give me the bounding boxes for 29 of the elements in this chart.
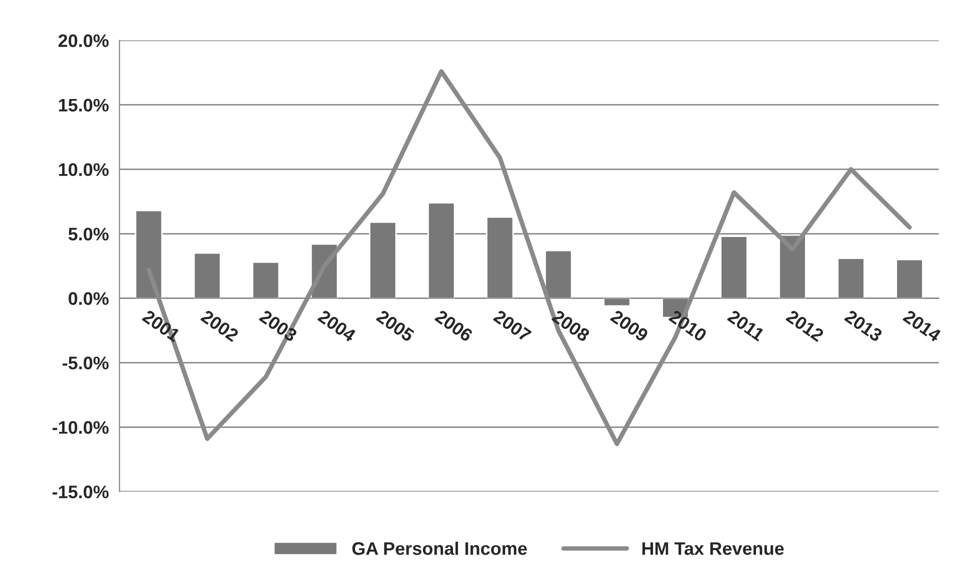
bar bbox=[720, 236, 748, 299]
bar bbox=[368, 221, 397, 299]
legend-label: HM Tax Revenue bbox=[642, 542, 784, 555]
bar bbox=[134, 210, 163, 299]
y-tick-label: 0.0% bbox=[68, 292, 109, 305]
x-tick-label: 2010 bbox=[668, 309, 708, 342]
x-tick-label: 2005 bbox=[376, 309, 416, 342]
x-tick-label: 2009 bbox=[610, 309, 650, 342]
bar bbox=[252, 261, 280, 299]
bar bbox=[428, 202, 456, 299]
x-tick-label: 2004 bbox=[317, 309, 357, 342]
y-tick-label: 5.0% bbox=[68, 228, 109, 240]
y-tick-label: -10.0% bbox=[52, 421, 109, 434]
x-tick-label: 2003 bbox=[258, 309, 298, 342]
y-tick-label: -15.0% bbox=[52, 486, 109, 498]
bar bbox=[193, 252, 222, 299]
x-tick-label: 2007 bbox=[492, 309, 532, 342]
y-tick-label: 15.0% bbox=[59, 98, 109, 112]
bar bbox=[544, 250, 572, 299]
x-tick-label: 2008 bbox=[551, 309, 591, 342]
x-tick-label: 2006 bbox=[434, 309, 474, 342]
y-tick-label: -5.0% bbox=[62, 356, 109, 370]
bar bbox=[837, 258, 865, 299]
y-tick-label: 20.0% bbox=[58, 34, 109, 48]
y-tick-label: 10.0% bbox=[59, 163, 109, 176]
bar bbox=[486, 216, 514, 299]
x-tick-label: 2013 bbox=[844, 309, 884, 342]
bar bbox=[896, 258, 924, 299]
legend-label: GA Personal Income bbox=[352, 542, 527, 555]
